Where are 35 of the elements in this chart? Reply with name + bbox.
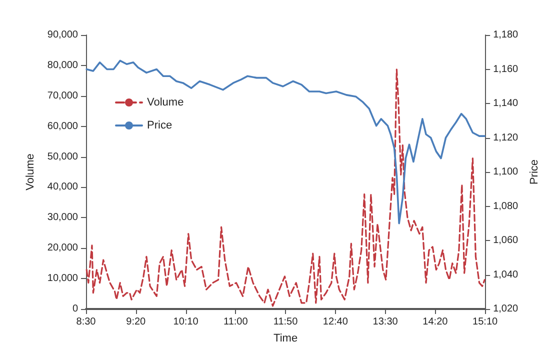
- x-tick-label: 14:20: [422, 316, 448, 328]
- x-tick-label: 11:50: [273, 316, 298, 328]
- y-tick-label: 60,000: [47, 120, 78, 132]
- legend-label: Volume: [147, 96, 184, 108]
- y2-tick-label: 1,100: [493, 166, 519, 178]
- x-axis-title: Time: [274, 332, 298, 344]
- y2-tick-label: 1,040: [493, 269, 519, 280]
- y2-tick-label: 1,120: [493, 132, 519, 144]
- y-tick-label: 10,000: [47, 273, 78, 284]
- y2-axis-title: Price: [528, 159, 540, 185]
- x-tick-label: 8:30: [76, 316, 96, 328]
- x-tick-label: 11:00: [224, 316, 248, 328]
- y-tick-label: 50,000: [47, 151, 78, 162]
- line-series: [86, 60, 486, 224]
- line-series: [86, 68, 486, 307]
- y-tick-label: 80,000: [47, 60, 78, 71]
- x-tick-label: 15:10: [472, 316, 498, 328]
- y-tick-label: 0: [72, 304, 78, 314]
- y2-tick-label: 1,080: [493, 200, 519, 212]
- y2-tick-label: 1,140: [493, 98, 519, 109]
- y2-tick-label: 1,060: [493, 235, 519, 246]
- y-tick-label: 90,000: [47, 30, 78, 40]
- x-tick-label: 10:10: [173, 316, 199, 328]
- x-tick-label: 9:20: [126, 316, 146, 328]
- y-tick-label: 20,000: [47, 242, 78, 254]
- x-tick-label: 12:40: [322, 316, 348, 328]
- y-tick-label: 70,000: [47, 90, 78, 102]
- y-tick-label: 40,000: [47, 182, 78, 193]
- y2-tick-label: 1,180: [493, 30, 519, 40]
- y2-tick-label: 1,160: [493, 64, 519, 75]
- x-tick-label: 13:30: [372, 316, 398, 328]
- legend-label: Price: [147, 120, 172, 132]
- y-axis-title: Volume: [24, 154, 36, 190]
- y2-tick-label: 1,020: [493, 304, 519, 314]
- y-tick-label: 30,000: [47, 212, 78, 224]
